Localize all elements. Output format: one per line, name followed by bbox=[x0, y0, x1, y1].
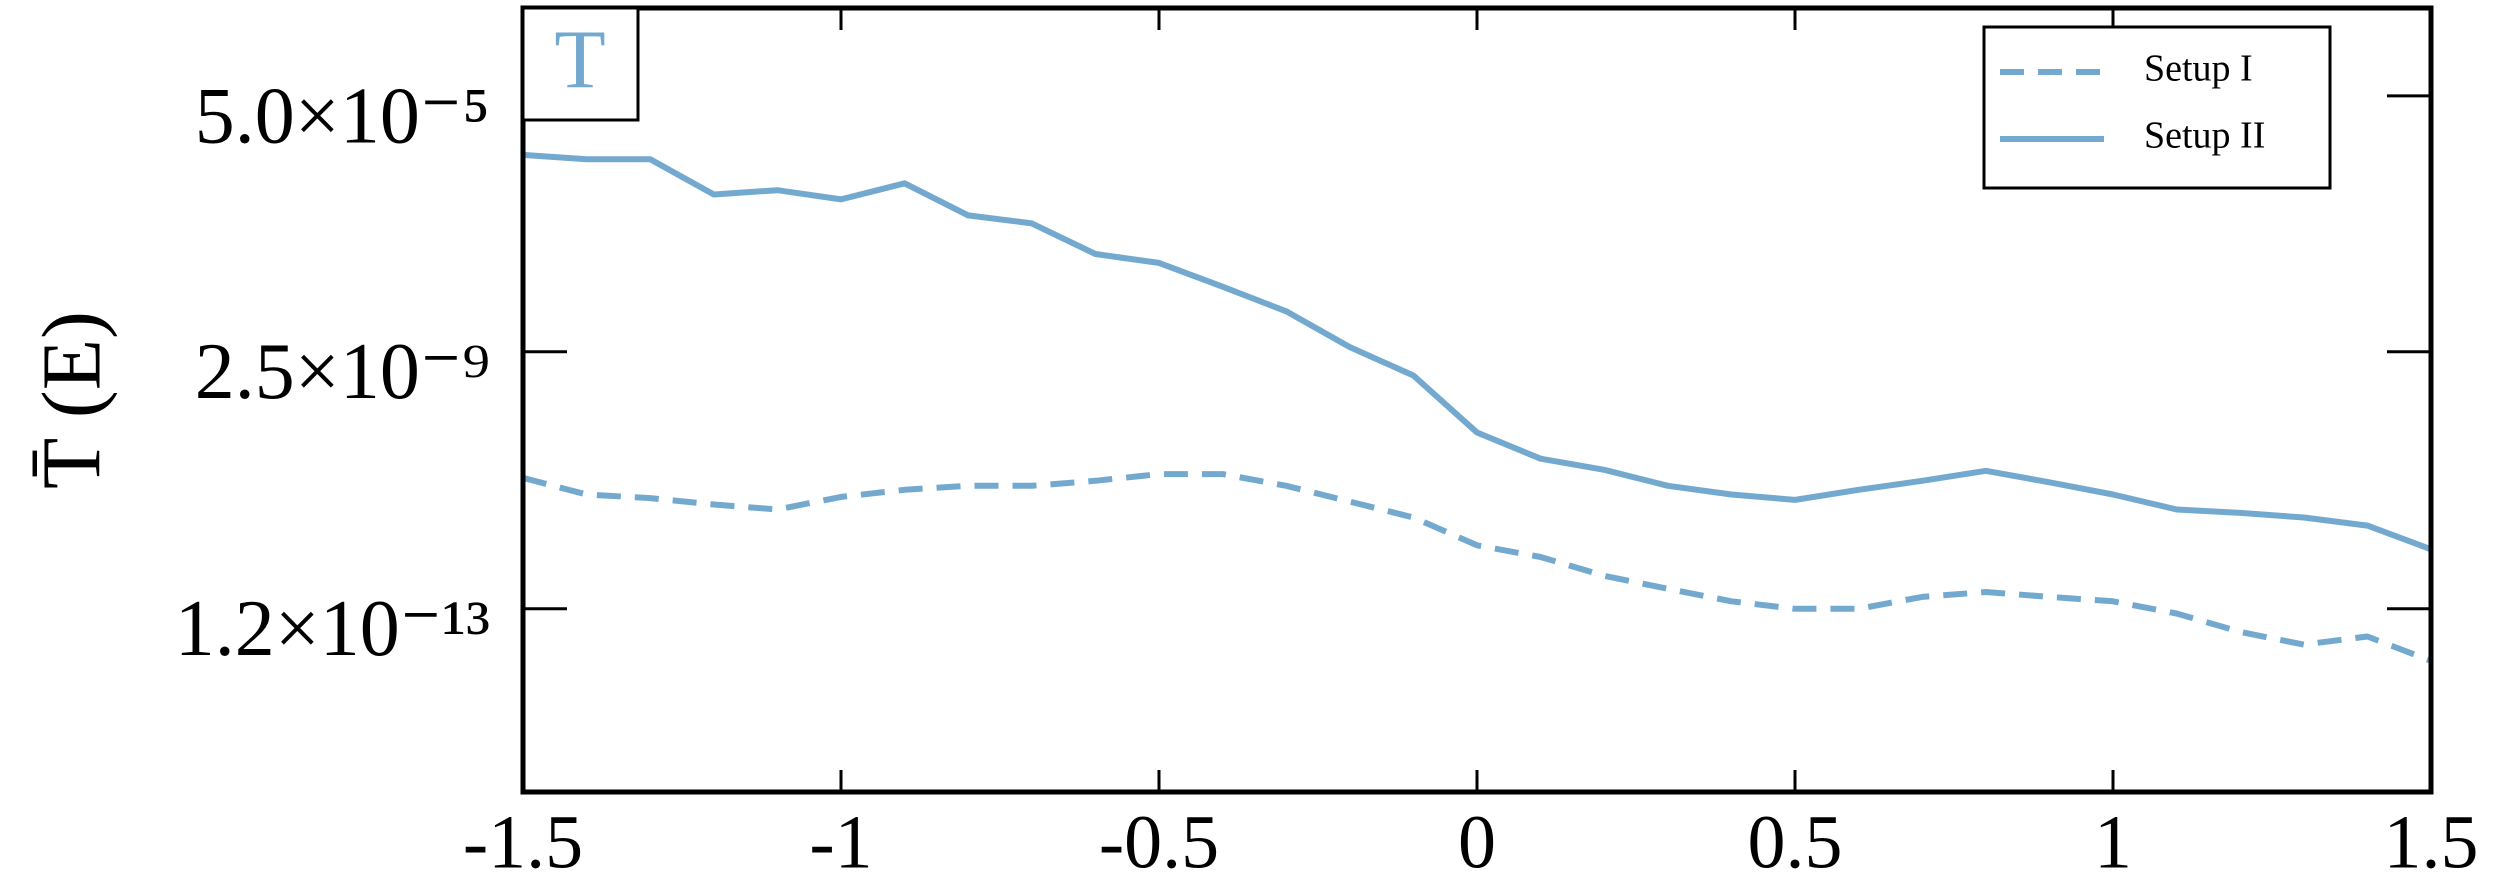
data-line bbox=[522, 471, 2433, 664]
data-line bbox=[522, 151, 2433, 553]
y-tick-label: 1.2×10⁻¹³ bbox=[175, 585, 490, 673]
annotation: T bbox=[554, 13, 605, 106]
x-tick-label: -0.5 bbox=[1099, 800, 1219, 884]
x-tick-label: 0 bbox=[1458, 800, 1496, 884]
x-tick-label: -1.5 bbox=[463, 800, 583, 884]
y-tick-label: 5.0×10⁻⁵ bbox=[195, 72, 490, 160]
y-axis-label: T̄ (E) bbox=[25, 311, 118, 489]
x-tick-label: 1 bbox=[2094, 800, 2132, 884]
x-tick-label: 1.5 bbox=[2384, 800, 2479, 884]
x-tick-label: 0.5 bbox=[1748, 800, 1843, 884]
x-tick-label: -1 bbox=[809, 800, 872, 884]
legend-box bbox=[1982, 25, 2332, 190]
legend-label: Setup I bbox=[2144, 48, 2253, 90]
legend-label: Setup II bbox=[2144, 115, 2265, 157]
annotation-box bbox=[521, 6, 640, 122]
y-tick-label: 2.5×10⁻⁹ bbox=[195, 328, 490, 416]
